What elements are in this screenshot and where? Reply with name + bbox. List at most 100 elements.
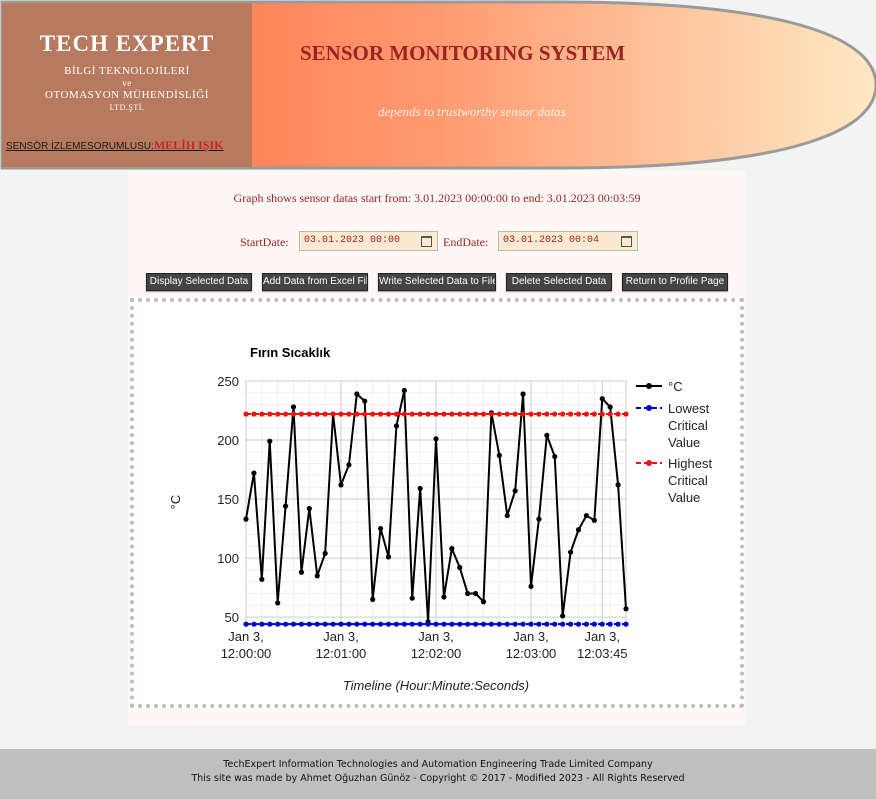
calendar-icon[interactable] bbox=[621, 236, 632, 247]
data-point bbox=[385, 411, 392, 417]
data-point bbox=[298, 569, 305, 575]
data-point bbox=[583, 512, 590, 519]
data-point bbox=[251, 411, 257, 417]
data-point bbox=[607, 621, 613, 627]
data-point bbox=[552, 453, 558, 460]
data-point bbox=[433, 621, 439, 627]
data-point bbox=[560, 613, 566, 619]
data-point bbox=[512, 411, 518, 417]
write-selected-data-button[interactable]: Write Selected Data to File bbox=[378, 273, 496, 291]
data-point bbox=[409, 411, 415, 417]
data-point bbox=[536, 516, 542, 522]
add-data-from-excel-button[interactable]: Add Data from Excel File bbox=[262, 273, 368, 291]
x-tick-label: 12:01:00 bbox=[316, 646, 367, 661]
data-point bbox=[243, 621, 249, 627]
data-point bbox=[362, 398, 368, 404]
data-point bbox=[449, 546, 455, 552]
data-point bbox=[536, 621, 542, 627]
data-point bbox=[488, 621, 495, 627]
data-point bbox=[544, 432, 550, 438]
legend-label: Value bbox=[668, 435, 700, 450]
data-point bbox=[433, 436, 439, 442]
y-tick-label: 150 bbox=[217, 492, 239, 507]
delete-selected-data-button[interactable]: Delete Selected Data bbox=[506, 273, 612, 291]
data-point bbox=[457, 411, 463, 417]
data-point bbox=[591, 621, 597, 627]
legend-marker bbox=[646, 460, 652, 466]
end-date-label: EndDate: bbox=[443, 235, 489, 249]
data-point bbox=[480, 411, 487, 417]
data-point bbox=[267, 411, 273, 417]
data-point bbox=[282, 503, 289, 509]
footer: TechExpert Information Technologies and … bbox=[0, 749, 876, 799]
responsible-label: SENSÖR İZLEMESORUMLUSU: bbox=[6, 141, 154, 152]
data-point bbox=[377, 411, 384, 417]
data-point bbox=[243, 411, 249, 417]
data-point bbox=[306, 411, 312, 417]
y-tick-label: 200 bbox=[217, 433, 239, 448]
logo-subtitle-line2: ve bbox=[122, 78, 132, 88]
data-point bbox=[496, 411, 502, 417]
data-point bbox=[552, 411, 558, 417]
data-point bbox=[425, 411, 431, 417]
data-point bbox=[290, 404, 297, 410]
data-point bbox=[290, 411, 297, 417]
data-point bbox=[607, 404, 613, 410]
end-date-value: 03.01.2023 00:04 bbox=[503, 235, 600, 246]
data-point bbox=[393, 423, 400, 429]
data-point bbox=[441, 621, 447, 627]
x-tick-label: Jan 3, bbox=[323, 629, 358, 644]
footer-copyright: This site was made by Ahmet Oğuzhan Günö… bbox=[191, 773, 685, 784]
end-date-input[interactable]: 03.01.2023 00:04 bbox=[498, 231, 638, 251]
data-point bbox=[512, 488, 518, 494]
data-point bbox=[544, 621, 550, 627]
data-point bbox=[282, 411, 289, 417]
return-to-profile-button[interactable]: Return to Profile Page bbox=[622, 273, 728, 291]
data-point bbox=[409, 621, 415, 627]
x-tick-label: Jan 3, bbox=[585, 629, 620, 644]
data-point bbox=[275, 411, 281, 417]
data-point bbox=[377, 621, 384, 627]
data-point bbox=[457, 621, 463, 627]
legend-label: °C bbox=[668, 379, 683, 394]
y-tick-label: 50 bbox=[225, 610, 239, 625]
logo-panel: TECH EXPERT BİLGİ TEKNOLOJİLERİ ve OTOMA… bbox=[2, 3, 252, 167]
data-point bbox=[465, 411, 471, 417]
data-point bbox=[528, 621, 534, 627]
legend-label: Critical bbox=[668, 473, 708, 488]
data-point bbox=[306, 621, 312, 627]
data-point bbox=[615, 621, 621, 627]
data-point bbox=[496, 621, 502, 627]
data-point bbox=[338, 411, 344, 417]
data-point bbox=[251, 470, 257, 476]
data-point bbox=[583, 621, 590, 627]
data-point bbox=[599, 396, 605, 402]
data-point bbox=[480, 599, 487, 605]
data-point bbox=[267, 438, 273, 444]
display-selected-data-button[interactable]: Display Selected Data bbox=[146, 273, 252, 291]
data-point bbox=[259, 411, 265, 417]
data-point bbox=[425, 621, 431, 627]
data-point bbox=[472, 590, 479, 597]
y-tick-label: 250 bbox=[217, 374, 239, 389]
data-point bbox=[480, 621, 487, 627]
data-point bbox=[385, 554, 392, 560]
start-date-label: StartDate: bbox=[240, 235, 289, 249]
data-point bbox=[267, 621, 273, 627]
x-tick-label: 12:03:00 bbox=[506, 646, 557, 661]
data-point bbox=[567, 411, 574, 417]
data-point bbox=[322, 411, 328, 417]
calendar-icon[interactable] bbox=[421, 236, 432, 247]
data-point bbox=[567, 621, 574, 627]
data-point bbox=[465, 621, 471, 627]
date-range-summary: Graph shows sensor datas start from: 3.0… bbox=[233, 191, 641, 205]
data-point bbox=[599, 411, 605, 417]
data-point bbox=[520, 621, 526, 627]
legend-label: Value bbox=[668, 490, 700, 505]
data-point bbox=[298, 621, 305, 627]
start-date-value: 03.01.2023 00:00 bbox=[304, 235, 401, 246]
data-point bbox=[575, 621, 582, 627]
start-date-input[interactable]: 03.01.2023 00:00 bbox=[299, 231, 438, 251]
data-point bbox=[362, 411, 368, 417]
data-point bbox=[599, 621, 605, 627]
